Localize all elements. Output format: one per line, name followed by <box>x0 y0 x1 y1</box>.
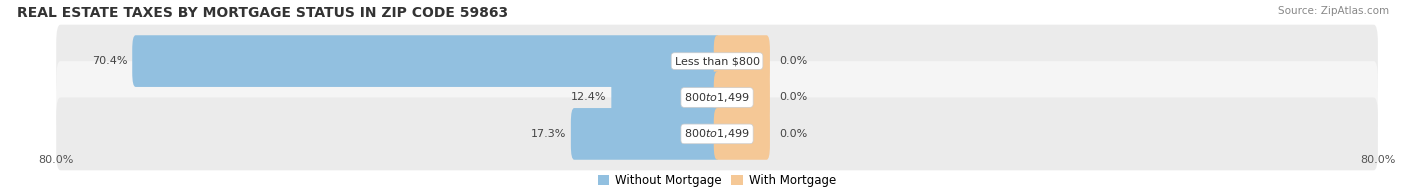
Legend: Without Mortgage, With Mortgage: Without Mortgage, With Mortgage <box>593 170 841 192</box>
FancyBboxPatch shape <box>714 35 770 87</box>
Text: 17.3%: 17.3% <box>530 129 565 139</box>
FancyBboxPatch shape <box>714 108 770 160</box>
FancyBboxPatch shape <box>612 72 720 123</box>
FancyBboxPatch shape <box>56 61 1378 134</box>
FancyBboxPatch shape <box>56 25 1378 98</box>
FancyBboxPatch shape <box>714 72 770 123</box>
Text: 0.0%: 0.0% <box>779 129 807 139</box>
Text: Less than $800: Less than $800 <box>675 56 759 66</box>
FancyBboxPatch shape <box>571 108 720 160</box>
Text: 0.0%: 0.0% <box>779 92 807 103</box>
Text: 12.4%: 12.4% <box>571 92 606 103</box>
Text: $800 to $1,499: $800 to $1,499 <box>685 91 749 104</box>
Text: REAL ESTATE TAXES BY MORTGAGE STATUS IN ZIP CODE 59863: REAL ESTATE TAXES BY MORTGAGE STATUS IN … <box>17 6 508 20</box>
FancyBboxPatch shape <box>56 98 1378 170</box>
Text: $800 to $1,499: $800 to $1,499 <box>685 127 749 140</box>
Text: 70.4%: 70.4% <box>91 56 128 66</box>
Text: Source: ZipAtlas.com: Source: ZipAtlas.com <box>1278 6 1389 16</box>
FancyBboxPatch shape <box>132 35 720 87</box>
Text: 0.0%: 0.0% <box>779 56 807 66</box>
